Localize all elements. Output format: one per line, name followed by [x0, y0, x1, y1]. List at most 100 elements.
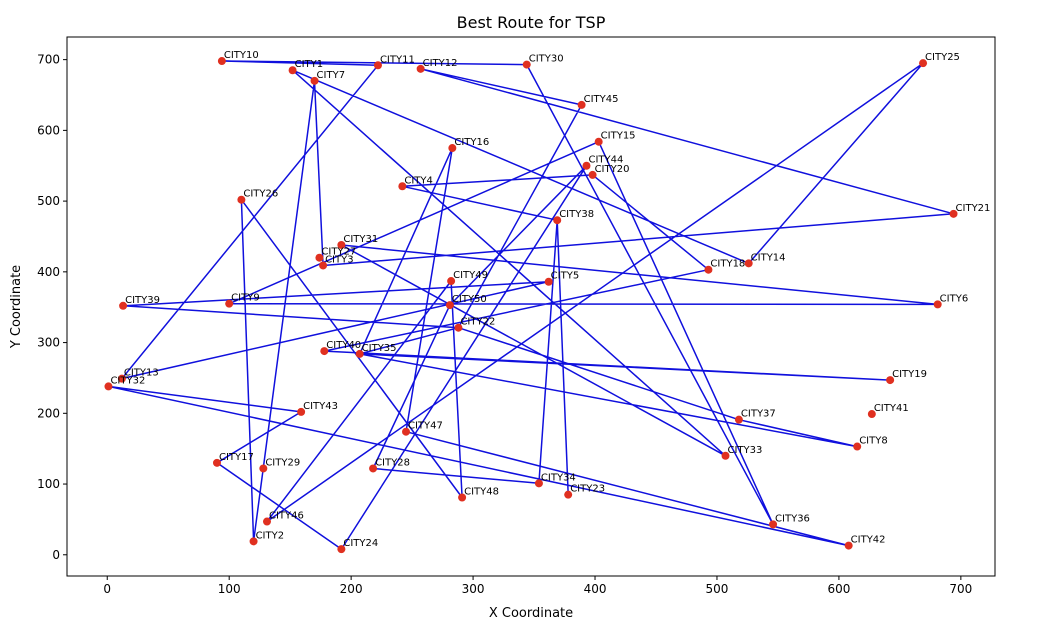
city-point-city16	[448, 144, 457, 153]
city-label-city19: CITY19	[892, 369, 927, 380]
city-label-city15: CITY15	[601, 131, 636, 142]
city-point-city27	[315, 253, 324, 262]
city-point-city1	[288, 66, 297, 75]
city-point-city3	[319, 261, 328, 270]
route-lines	[107, 60, 955, 550]
city-point-city17	[212, 458, 221, 467]
city-point-city6	[933, 300, 942, 309]
x-tick-label: 100	[218, 582, 241, 596]
city-point-city47	[402, 427, 411, 436]
city-point-city2	[249, 537, 258, 546]
city-label-city47: CITY47	[408, 421, 443, 432]
city-label-city50: CITY50	[452, 294, 487, 305]
city-label-city40: CITY40	[326, 340, 361, 351]
city-point-city29	[259, 464, 268, 473]
chart-title: Best Route for TSP	[457, 13, 606, 32]
city-label-city36: CITY36	[775, 513, 810, 524]
city-label-city23: CITY23	[570, 484, 605, 495]
city-label-city37: CITY37	[741, 409, 776, 420]
x-tick-label: 400	[584, 582, 607, 596]
city-label-city41: CITY41	[874, 403, 909, 414]
city-label-city48: CITY48	[464, 486, 499, 497]
city-point-city8	[853, 442, 862, 451]
city-label-city9: CITY9	[231, 293, 260, 304]
city-label-city18: CITY18	[710, 259, 745, 270]
city-point-city5	[544, 277, 553, 286]
city-point-city44	[582, 161, 591, 170]
city-point-city19	[886, 376, 895, 385]
city-label-city29: CITY29	[265, 457, 300, 468]
city-label-city42: CITY42	[851, 535, 886, 546]
city-label-city13: CITY13	[124, 368, 159, 379]
city-label-city34: CITY34	[541, 472, 576, 483]
city-point-city45	[577, 100, 586, 109]
plot-frame	[66, 36, 996, 577]
city-point-city36	[769, 520, 778, 529]
city-label-city31: CITY31	[343, 234, 378, 245]
y-tick-label: 300	[37, 336, 60, 350]
y-tick-label: 700	[37, 53, 60, 67]
x-tick-label: 200	[340, 582, 363, 596]
axes: 0 100 200 300 400 500 600 700 0 100 200 300 400 500 60…	[37, 36, 996, 596]
city-point-city25	[919, 59, 928, 68]
city-label-city35: CITY35	[362, 343, 397, 354]
city-label-city11: CITY11	[380, 54, 415, 65]
city-label-city20: CITY20	[595, 164, 630, 175]
city-point-city40	[320, 347, 329, 356]
city-point-city10	[217, 57, 226, 66]
city-label-city8: CITY8	[859, 436, 888, 447]
city-point-city32	[104, 382, 113, 391]
city-point-city42	[844, 541, 853, 550]
city-point-city20	[588, 170, 597, 179]
city-point-city21	[949, 209, 958, 218]
city-point-city23	[564, 490, 573, 499]
city-point-city14	[744, 259, 753, 268]
city-point-city39	[119, 301, 128, 310]
city-label-city25: CITY25	[925, 52, 960, 63]
city-point-city46	[262, 517, 271, 526]
y-tick-label: 500	[37, 194, 60, 208]
y-tick-label: 100	[37, 477, 60, 491]
y-tick-label: 200	[37, 406, 60, 420]
city-point-city13	[117, 374, 126, 383]
city-point-city15	[594, 137, 603, 146]
city-point-city9	[225, 299, 234, 308]
city-point-city30	[522, 60, 531, 69]
city-point-city49	[447, 277, 456, 286]
city-point-city18	[704, 265, 713, 274]
city-label-city10: CITY10	[224, 50, 259, 61]
city-label-city43: CITY43	[303, 401, 338, 412]
x-tick-label: 300	[462, 582, 485, 596]
city-point-city26	[237, 195, 246, 204]
city-label-city2: CITY2	[256, 530, 285, 541]
city-label-city44: CITY44	[588, 155, 623, 166]
city-label-city32: CITY32	[110, 375, 145, 386]
city-label-city30: CITY30	[529, 54, 564, 65]
x-axis-label: X Coordinate	[489, 606, 573, 621]
x-tick-label: 600	[827, 582, 850, 596]
city-label-city7: CITY7	[317, 70, 346, 81]
y-tick-label: 600	[37, 123, 60, 137]
city-point-city11	[373, 61, 382, 70]
city-label-city21: CITY21	[956, 203, 991, 214]
y-tick-label: 0	[52, 548, 60, 562]
city-point-city33	[721, 451, 730, 460]
city-label-city12: CITY12	[423, 58, 458, 69]
city-point-city7	[310, 76, 319, 85]
city-point-city48	[458, 493, 467, 502]
city-label-city17: CITY17	[219, 452, 254, 463]
city-point-city35	[355, 349, 364, 358]
city-labels: CITY1 CITY2 CITY3 CITY4 CITY5 CITY6 CITY7 CITY8…	[110, 50, 990, 549]
route-path	[107, 60, 955, 550]
city-point-city28	[369, 464, 378, 473]
city-label-city46: CITY46	[269, 511, 304, 522]
city-points	[104, 57, 958, 554]
city-point-city12	[416, 64, 425, 73]
city-label-city22: CITY22	[460, 317, 495, 328]
city-point-city38	[553, 216, 562, 225]
x-tick-label: 0	[103, 582, 111, 596]
x-tick-label: 700	[949, 582, 972, 596]
city-point-city37	[734, 415, 743, 424]
city-point-city24	[337, 545, 346, 554]
